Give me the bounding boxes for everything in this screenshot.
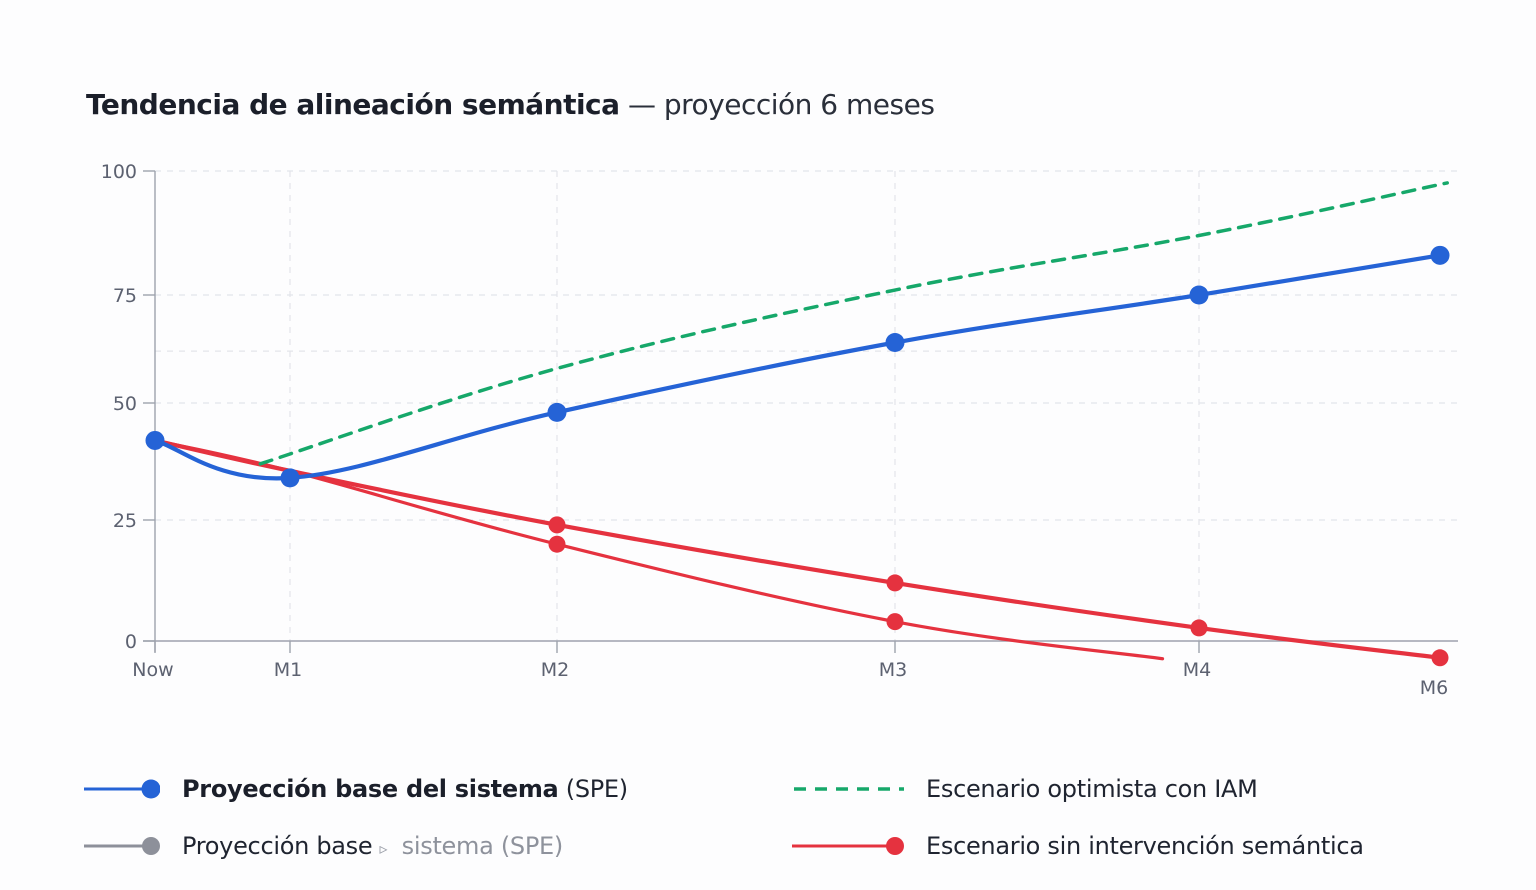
y-tick-label: 25 xyxy=(113,510,137,532)
legend-item-spe-muted[interactable]: Proyección base ▹ sistema (SPE) xyxy=(84,829,563,863)
data-point-2-2 xyxy=(548,516,566,534)
chart-title-main: Tendencia de alineación semántica xyxy=(86,88,620,121)
legend-swatch-gray-line-icon xyxy=(84,836,160,856)
data-point-0-1 xyxy=(280,468,300,488)
y-tick-label: 75 xyxy=(113,285,137,307)
cursor-icon: ▹ xyxy=(379,839,388,858)
x-tick-label: M4 xyxy=(1183,659,1211,681)
y-tick-label: 100 xyxy=(101,161,137,183)
legend-swatch-red-line-icon xyxy=(792,836,904,856)
x-tick-label: M1 xyxy=(274,659,302,681)
chart-title: Tendencia de alineación semántica — proy… xyxy=(86,88,935,121)
series-markers xyxy=(145,245,1450,667)
legend-item-sin-intervencion[interactable]: Escenario sin intervención semántica xyxy=(792,829,1364,863)
data-point-0-3 xyxy=(885,333,905,353)
x-tick-label: M2 xyxy=(541,659,569,681)
data-point-2-4 xyxy=(1190,619,1208,637)
data-point-3-2 xyxy=(548,535,566,553)
legend-swatch-blue-line-icon xyxy=(84,779,161,799)
legend-label-spe-muted: Proyección base ▹ sistema (SPE) xyxy=(182,832,563,860)
series-line-1 xyxy=(258,181,1449,466)
axes: 0 25 50 75 100 Now M1 M2 M3 M4 M6 xyxy=(101,161,1458,699)
series-line-0 xyxy=(152,253,1443,481)
series-line-2 xyxy=(152,438,1443,660)
data-point-0-2 xyxy=(547,402,567,422)
data-point-2-5 xyxy=(1431,649,1449,667)
data-point-0-5 xyxy=(1430,245,1450,265)
legend-item-spe[interactable]: Proyección base del sistema (SPE) xyxy=(84,772,628,806)
series-lines xyxy=(152,181,1449,661)
legend-item-optimista[interactable]: Escenario optimista con IAM xyxy=(792,772,1258,806)
chart-title-subtitle: — proyección 6 meses xyxy=(619,88,935,121)
data-point-0-0 xyxy=(145,430,165,450)
x-tick-label: M6 xyxy=(1420,677,1448,699)
data-point-0-4 xyxy=(1189,285,1209,305)
data-point-2-3 xyxy=(886,574,904,592)
y-tick-label: 50 xyxy=(113,393,137,415)
data-point-3-3 xyxy=(886,613,904,631)
legend-label-spe: Proyección base del sistema (SPE) xyxy=(182,775,628,803)
legend-label-sin-intervencion: Escenario sin intervención semántica xyxy=(926,832,1364,860)
y-tick-label: 0 xyxy=(125,631,137,653)
legend-label-optimista: Escenario optimista con IAM xyxy=(926,775,1258,803)
legend-swatch-green-dashed-icon xyxy=(792,779,904,799)
x-tick-label: M3 xyxy=(879,659,907,681)
x-tick-label: Now xyxy=(132,659,173,681)
grid-lines xyxy=(155,170,1458,641)
